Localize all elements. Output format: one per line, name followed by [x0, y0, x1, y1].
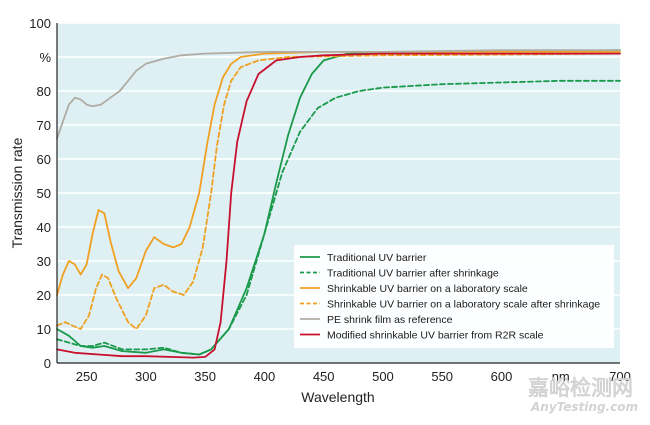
watermark-cn: 嘉峪检测网	[528, 376, 633, 400]
x-tick-label: nm	[552, 369, 570, 384]
x-tick-label: 250	[76, 369, 98, 384]
legend-box	[294, 245, 614, 348]
legend-label: Traditional UV barrier after shrinkage	[327, 268, 499, 280]
legend-label: Modified shrinkable UV barrier from R2R …	[327, 330, 544, 342]
y-tick-label: 80	[37, 84, 51, 99]
x-axis-label: Wavelength	[301, 389, 374, 405]
x-tick-label: 600	[491, 369, 513, 384]
y-tick-label: 0	[44, 356, 51, 371]
y-tick-label: 100	[29, 16, 51, 31]
x-tick-label: 450	[313, 369, 335, 384]
y-tick-label: 70	[37, 118, 51, 133]
x-tick-label: 700	[609, 369, 631, 384]
legend: Traditional UV barrier Traditional UV bar…	[294, 245, 614, 348]
series-line-3	[56, 52, 621, 330]
y-tick-label: 60	[37, 152, 51, 167]
legend-label: Shrinkable UV barrier on a laboratory sc…	[327, 283, 528, 295]
watermark-en: AnyTesting.com	[530, 400, 638, 414]
series-line-1	[56, 79, 621, 356]
legend-label: Traditional UV barrier	[327, 252, 427, 264]
x-tick-label: 400	[254, 369, 276, 384]
legend-label: Shrinkable UV barrier on a laboratory sc…	[327, 299, 600, 311]
x-tick-label: 300	[135, 369, 157, 384]
y-tick-label: 50	[37, 186, 51, 201]
y-tick-label: 30	[37, 254, 51, 269]
y-tick-label: 20	[37, 288, 51, 303]
y-axis-label: Transmission rate	[9, 137, 25, 248]
x-tick-labels: 250 300 350 400 450 500 550 600 nm 700	[76, 369, 631, 384]
y-tick-labels: 0 10 20 30 40 50 60 70 80% 100	[29, 16, 51, 371]
legend-label: PE shrink film as reference	[327, 314, 453, 326]
x-tick-label: 500	[372, 369, 394, 384]
series-lines	[56, 49, 621, 359]
y-tick-label: %	[39, 50, 51, 65]
y-tick-label: 10	[37, 322, 51, 337]
series-line-5	[56, 52, 621, 359]
x-tick-label: 550	[431, 369, 453, 384]
y-tick-label: 40	[37, 220, 51, 235]
series-line-2	[56, 51, 621, 296]
x-tick-label: 350	[194, 369, 216, 384]
series-line-4	[56, 49, 621, 140]
